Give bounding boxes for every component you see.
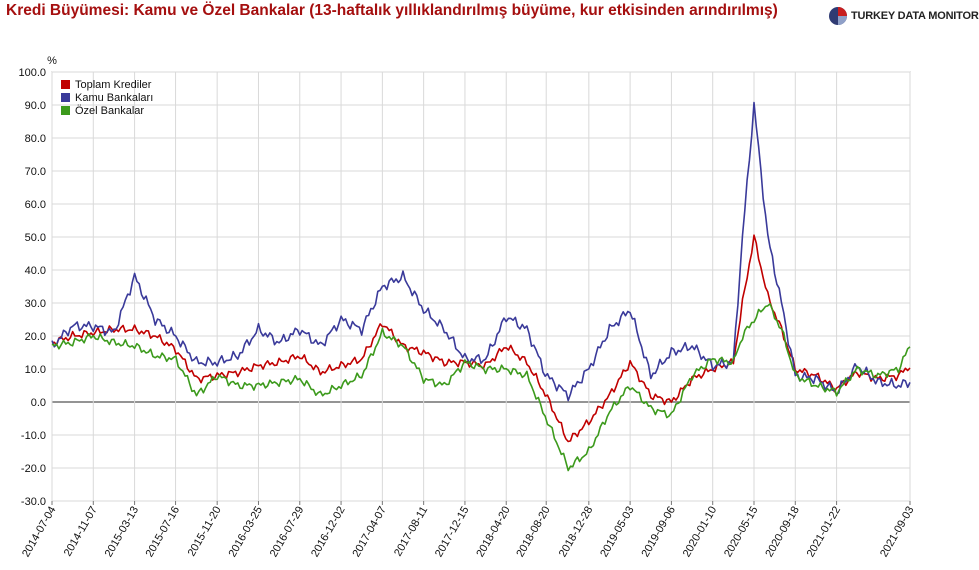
chart-title: Kredi Büyümesi: Kamu ve Özel Bankalar (1… (6, 2, 778, 19)
legend-label: Kamu Bankaları (75, 92, 153, 104)
x-tick-label: 2016-03-25 (227, 505, 266, 560)
y-tick-label: 90.0 (25, 100, 46, 112)
y-tick-label: 80.0 (25, 133, 46, 145)
series-line-kamu (51, 101, 911, 402)
x-tick-label: 2018-12-28 (557, 505, 596, 560)
y-tick-label: -20.0 (21, 463, 46, 475)
legend-swatch (61, 93, 70, 102)
y-tick-label: 50.0 (25, 232, 46, 244)
y-tick-label: 0.0 (31, 397, 46, 409)
x-tick-label: 2020-09-18 (763, 505, 802, 560)
y-tick-label: -30.0 (21, 496, 46, 508)
y-tick-label: 100.0 (18, 67, 46, 79)
legend-label: Toplam Krediler (75, 79, 152, 91)
x-tick-label: 2021-01-22 (805, 505, 844, 560)
legend-swatch (61, 80, 70, 89)
brand-name: TURKEY DATA MONITOR (851, 10, 979, 22)
y-tick-label: 20.0 (25, 331, 46, 343)
y-tick-label: 60.0 (25, 199, 46, 211)
x-tick-label: 2021-09-03 (878, 505, 917, 560)
x-tick-label: 2016-07-29 (268, 505, 307, 560)
y-axis-unit: % (47, 55, 57, 67)
series-line-toplam (51, 234, 911, 443)
x-tick-label: 2017-04-07 (350, 505, 389, 560)
y-tick-label: 10.0 (25, 364, 46, 376)
x-tick-label: 2014-11-07 (62, 505, 100, 559)
x-tick-label: 2019-05-03 (598, 505, 637, 560)
x-tick-label: 2017-08-11 (392, 505, 430, 559)
x-tick-label: 2015-07-16 (144, 505, 183, 560)
legend-swatch (61, 106, 70, 115)
series-line-ozel (51, 303, 911, 472)
legend-label: Özel Bankalar (75, 105, 144, 117)
x-tick-label: 2018-08-20 (514, 505, 553, 560)
y-tick-label: -10.0 (21, 430, 46, 442)
y-tick-label: 70.0 (25, 166, 46, 178)
x-tick-label: 2014-07-04 (20, 505, 59, 560)
x-tick-label: 2020-01-10 (681, 505, 720, 560)
x-tick-label: 2019-09-06 (639, 505, 678, 560)
pie-logo-icon (829, 7, 847, 25)
x-tick-label: 2018-04-20 (474, 505, 513, 560)
plot-frame (51, 71, 911, 502)
x-tick-label: 2017-12-15 (433, 505, 472, 560)
x-tick-label: 2015-03-13 (103, 505, 142, 560)
y-tick-label: 30.0 (25, 298, 46, 310)
y-tick-label: 40.0 (25, 265, 46, 277)
x-tick-label: 2015-11-20 (186, 505, 224, 559)
x-tick-label: 2016-12-02 (309, 505, 348, 560)
x-tick-label: 2020-05-15 (722, 505, 761, 560)
brand-logo: TURKEY DATA MONITOR (828, 6, 979, 26)
